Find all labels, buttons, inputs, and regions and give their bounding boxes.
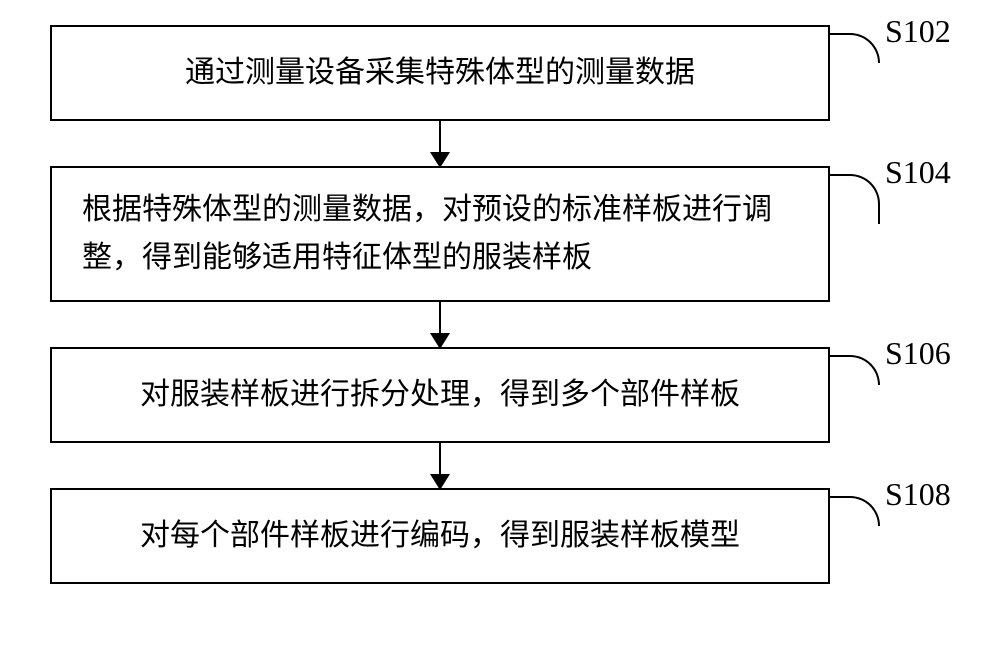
step-label: S106 [885, 335, 951, 372]
step-label: S108 [885, 476, 951, 513]
arrow-down-icon [439, 121, 441, 166]
arrow-down-icon [439, 302, 441, 347]
label-connector [830, 174, 880, 224]
step-s108: 对每个部件样板进行编码，得到服装样板模型 S108 [50, 488, 950, 584]
step-s102: 通过测量设备采集特殊体型的测量数据 S102 [50, 25, 950, 121]
step-s106: 对服装样板进行拆分处理，得到多个部件样板 S106 [50, 347, 950, 443]
step-box: 对每个部件样板进行编码，得到服装样板模型 [50, 488, 830, 584]
arrow-down-icon [439, 443, 441, 488]
step-label: S104 [885, 154, 951, 191]
step-box: 对服装样板进行拆分处理，得到多个部件样板 [50, 347, 830, 443]
arrow-container [50, 121, 830, 166]
arrow-container [50, 302, 830, 347]
step-s104: 根据特殊体型的测量数据，对预设的标准样板进行调整，得到能够适用特征体型的服装样板… [50, 166, 950, 302]
label-connector [830, 496, 880, 526]
label-connector [830, 355, 880, 385]
flowchart-container: 通过测量设备采集特殊体型的测量数据 S102 根据特殊体型的测量数据，对预设的标… [50, 25, 950, 584]
step-box: 根据特殊体型的测量数据，对预设的标准样板进行调整，得到能够适用特征体型的服装样板 [50, 166, 830, 302]
step-box: 通过测量设备采集特殊体型的测量数据 [50, 25, 830, 121]
label-connector [830, 33, 880, 63]
step-text: 通过测量设备采集特殊体型的测量数据 [185, 56, 695, 89]
step-text: 对服装样板进行拆分处理，得到多个部件样板 [140, 378, 740, 411]
step-text: 根据特殊体型的测量数据，对预设的标准样板进行调整，得到能够适用特征体型的服装样板 [82, 193, 772, 274]
step-text: 对每个部件样板进行编码，得到服装样板模型 [140, 519, 740, 552]
arrow-container [50, 443, 830, 488]
step-label: S102 [885, 13, 951, 50]
